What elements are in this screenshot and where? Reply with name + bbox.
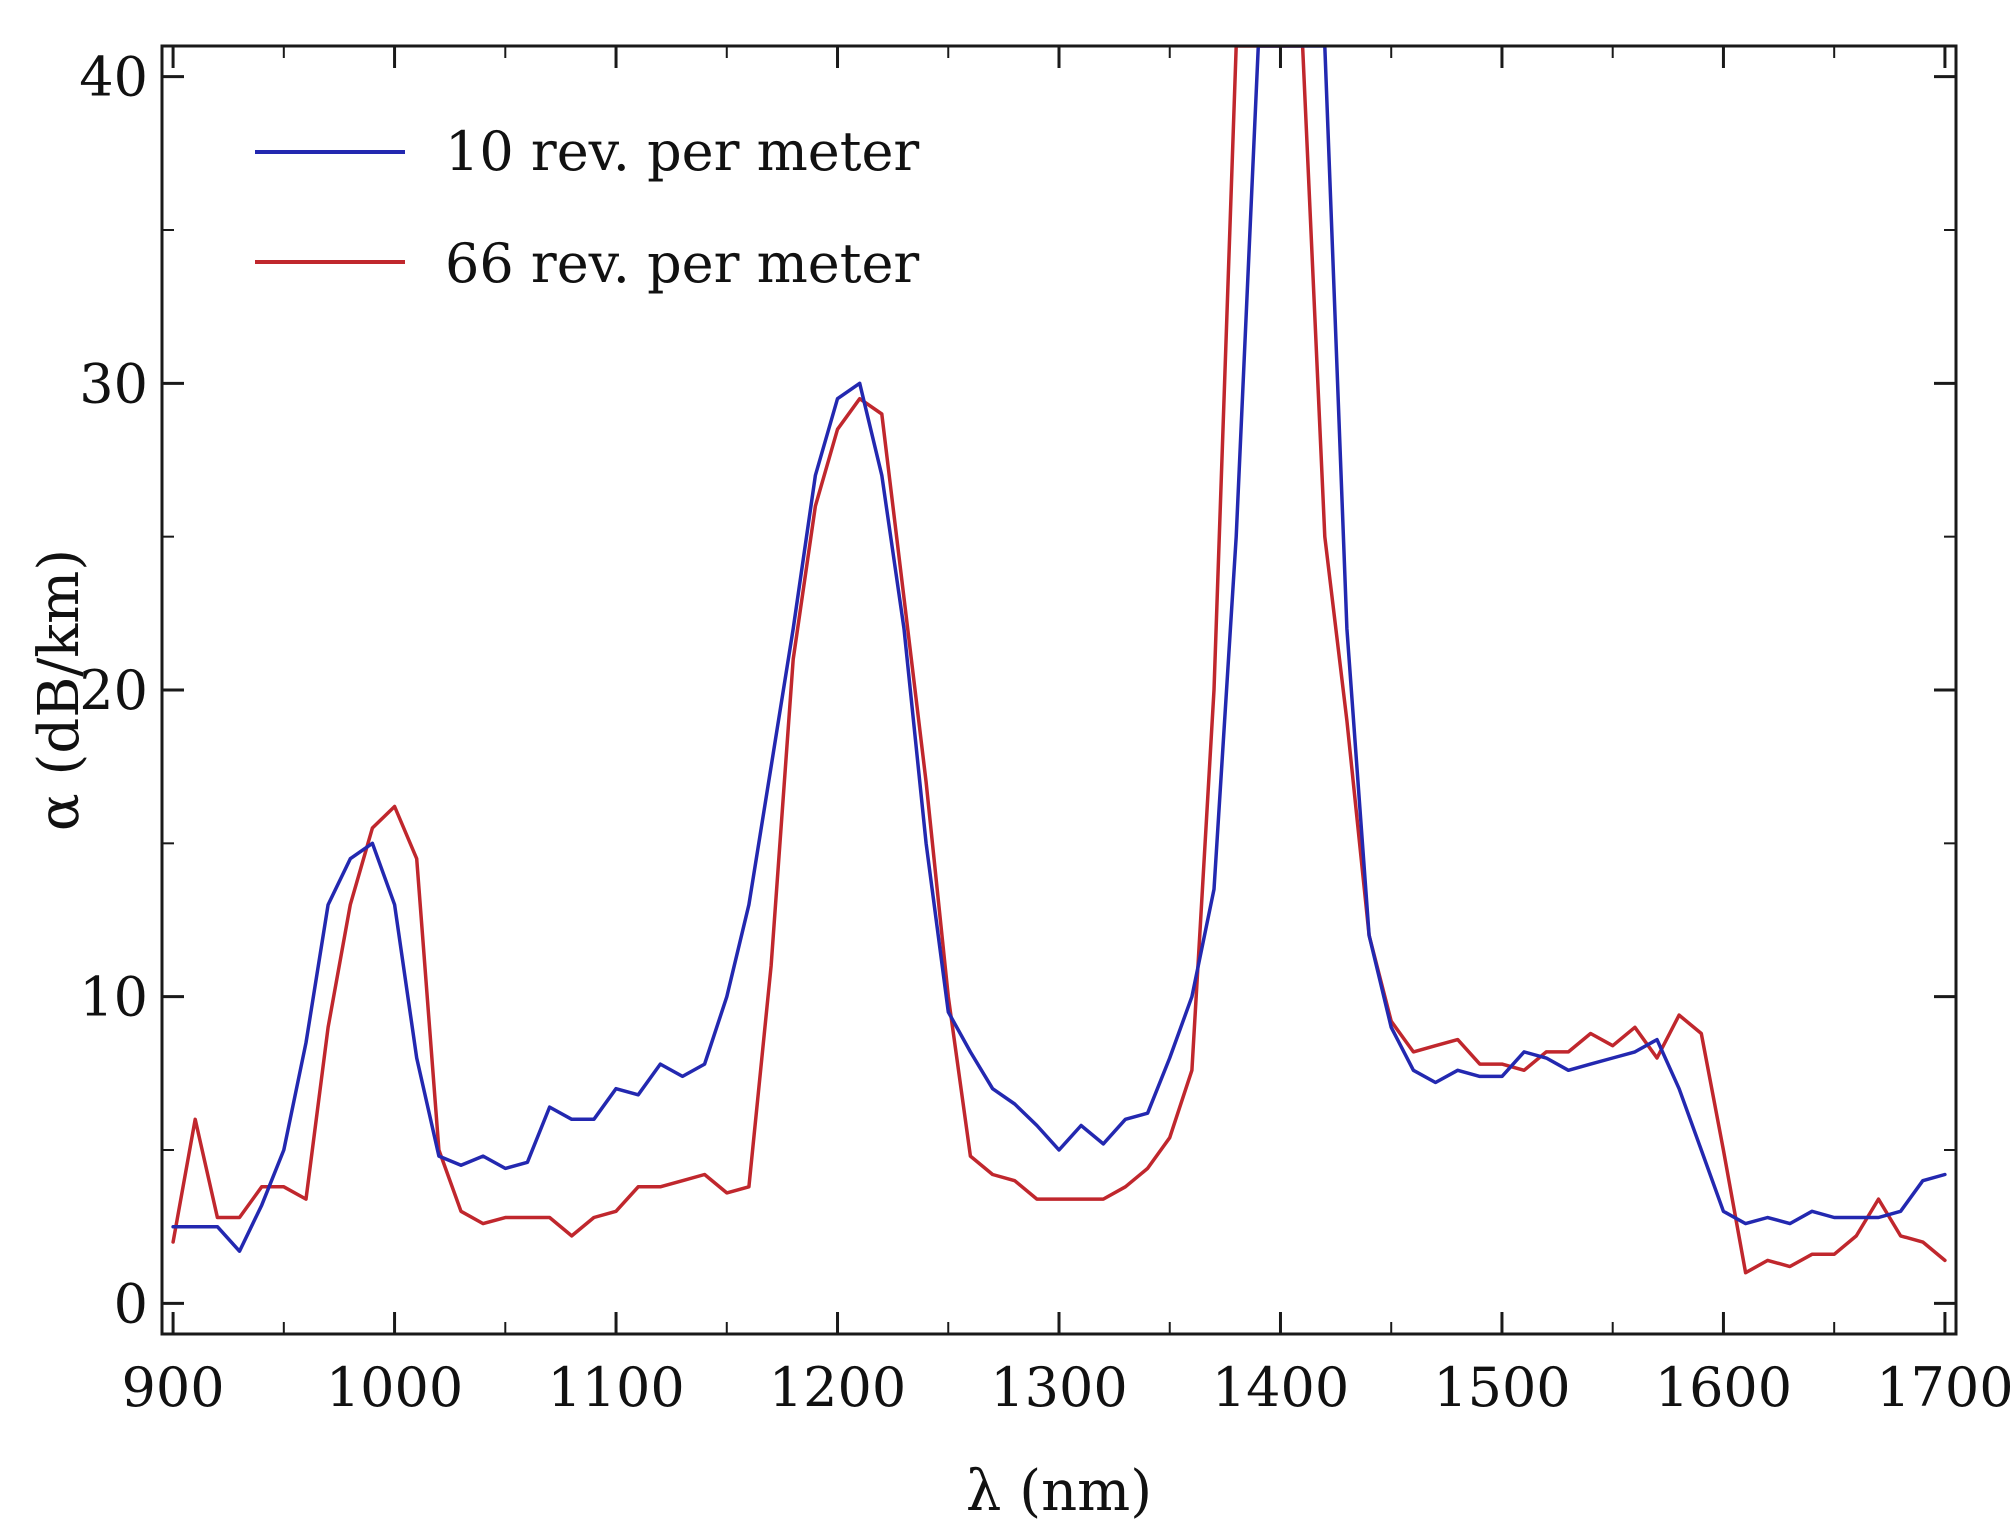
y-tick-label-40: 40 [79, 46, 148, 109]
x-axis-label: λ (nm) [966, 1459, 1152, 1524]
x-tick-label-1600: 1600 [1655, 1356, 1792, 1419]
legend: 10 rev. per meter 66 rev. per meter [255, 120, 919, 295]
plot-frame [160, 44, 1958, 1336]
y-tick-label-0: 0 [114, 1272, 148, 1335]
legend-label-10-rev: 10 rev. per meter [445, 120, 919, 183]
x-tick-label-900: 900 [122, 1356, 225, 1419]
x-tick-label-1400: 1400 [1212, 1356, 1349, 1419]
y-axis-label: α (dB/km) [27, 549, 92, 831]
y-tick-label-20: 20 [79, 659, 148, 722]
x-tick-label-1100: 1100 [547, 1356, 684, 1419]
series-line-0 [171, 46, 1947, 1253]
x-tick-label-1200: 1200 [769, 1356, 906, 1419]
x-tick-label-1700: 1700 [1876, 1356, 2012, 1419]
ticks-layer: 900 1000 1100 1200 1300 1400 1500 1600 1700 0 10 20… [79, 46, 2012, 1419]
y-tick-label-10: 10 [79, 966, 148, 1029]
y-tick-label-30: 30 [79, 352, 148, 415]
series-line-1 [171, 46, 1947, 1275]
x-tick-label-1000: 1000 [326, 1356, 463, 1419]
legend-label-66-rev: 66 rev. per meter [445, 232, 919, 295]
x-tick-label-1500: 1500 [1433, 1356, 1570, 1419]
series-layer [171, 46, 1947, 1275]
x-tick-label-1300: 1300 [990, 1356, 1127, 1419]
